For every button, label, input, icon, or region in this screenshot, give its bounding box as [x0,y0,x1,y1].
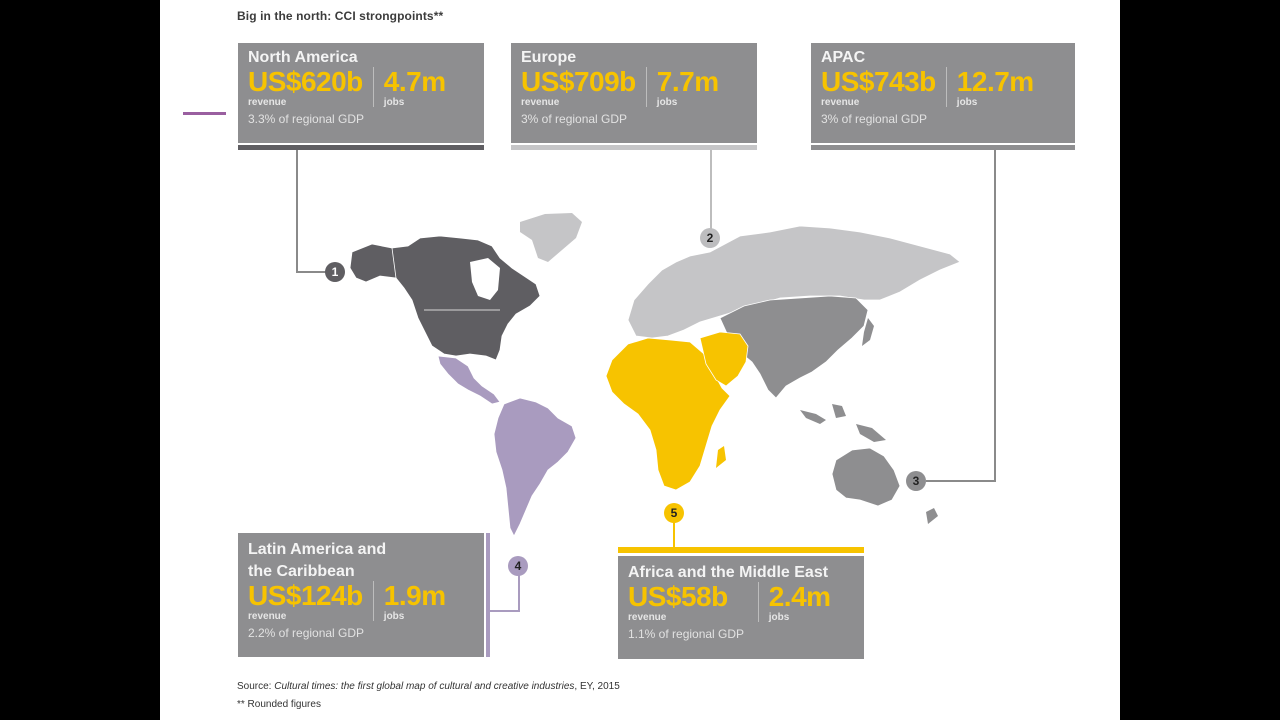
jobs-label: jobs [768,612,790,623]
rounded-note: ** Rounded figures [237,699,321,710]
region-bar-north-america [238,145,484,150]
stat-divider [372,581,374,621]
region-name: North America [248,49,358,66]
accent-line [183,112,226,115]
map-asia [719,295,869,399]
jobs-value: 12.7m [956,66,1034,97]
revenue-label: revenue [248,97,287,108]
jobs-label: jobs [383,611,405,622]
stat-divider [645,67,647,107]
stat-divider [945,67,947,107]
region-box-latin-america: Latin America and the Caribbean US$124b r… [238,533,484,657]
map-middle-east [699,331,749,387]
jobs-label: jobs [656,97,678,108]
gdp-share: 3% of regional GDP [521,112,628,126]
map-europe [627,225,961,339]
connector-2 [710,150,712,230]
gdp-share: 3% of regional GDP [821,112,928,126]
jobs-value: 1.9m [383,580,446,611]
connector-3 [994,150,996,482]
connector-1-h [296,271,326,273]
revenue-label: revenue [521,97,560,108]
jobs-value: 2.4m [768,581,831,612]
source-title: Cultural times: the first global map of … [274,681,575,692]
region-bar-latin-america [486,533,490,657]
revenue-label: revenue [628,612,667,623]
map-north-america [349,235,541,361]
connector-1 [296,150,298,272]
gdp-share: 1.1% of regional GDP [628,627,745,641]
stat-divider [372,67,374,107]
region-box-north-america: North America US$620b revenue 4.7m jobs 3.… [238,43,484,143]
connector-4 [518,575,520,612]
revenue-value: US$620b [248,66,363,97]
gdp-share: 2.2% of regional GDP [248,626,365,640]
revenue-value: US$124b [248,580,363,611]
map-south-america [493,397,577,537]
source-note: Source: Cultural times: the first global… [237,681,620,692]
marker-5[interactable]: 5 [664,503,684,523]
region-name-line2: the Caribbean [248,563,355,580]
region-bar-africa-middle-east [618,547,864,553]
region-box-africa-middle-east: Africa and the Middle East US$58b revenue… [618,556,864,659]
region-bar-europe [511,145,757,150]
gdp-share: 3.3% of regional GDP [248,112,365,126]
connector-3-h [926,480,996,482]
map-greenland [520,213,582,262]
marker-4[interactable]: 4 [508,556,528,576]
jobs-label: jobs [956,97,978,108]
source-prefix: Source: [237,681,275,692]
jobs-value: 7.7m [656,66,719,97]
marker-2[interactable]: 2 [700,228,720,248]
region-box-europe: Europe US$709b revenue 7.7m jobs 3% of reg… [511,43,757,143]
region-name-line1: Latin America and [248,541,387,558]
connector-5 [673,522,675,548]
region-bar-apac [811,145,1075,150]
revenue-label: revenue [821,97,860,108]
region-name: Europe [521,49,577,66]
source-suffix: , EY, 2015 [574,681,620,692]
marker-3[interactable]: 3 [906,471,926,491]
jobs-value: 4.7m [383,66,446,97]
connector-4-h [490,610,520,612]
region-name: Africa and the Middle East [628,564,829,581]
revenue-label: revenue [248,611,287,622]
jobs-label: jobs [383,97,405,108]
marker-1[interactable]: 1 [325,262,345,282]
region-box-apac: APAC US$743b revenue 12.7m jobs 3% of regi… [811,43,1075,143]
map-africa [605,337,731,491]
region-name: APAC [821,49,866,66]
revenue-value: US$58b [628,581,728,612]
map-australia [831,447,901,507]
revenue-value: US$709b [521,66,636,97]
revenue-value: US$743b [821,66,936,97]
map-mexico-central-america [437,355,501,405]
stat-divider [757,582,759,622]
page-title: Big in the north: CCI strongpoints** [237,9,444,23]
